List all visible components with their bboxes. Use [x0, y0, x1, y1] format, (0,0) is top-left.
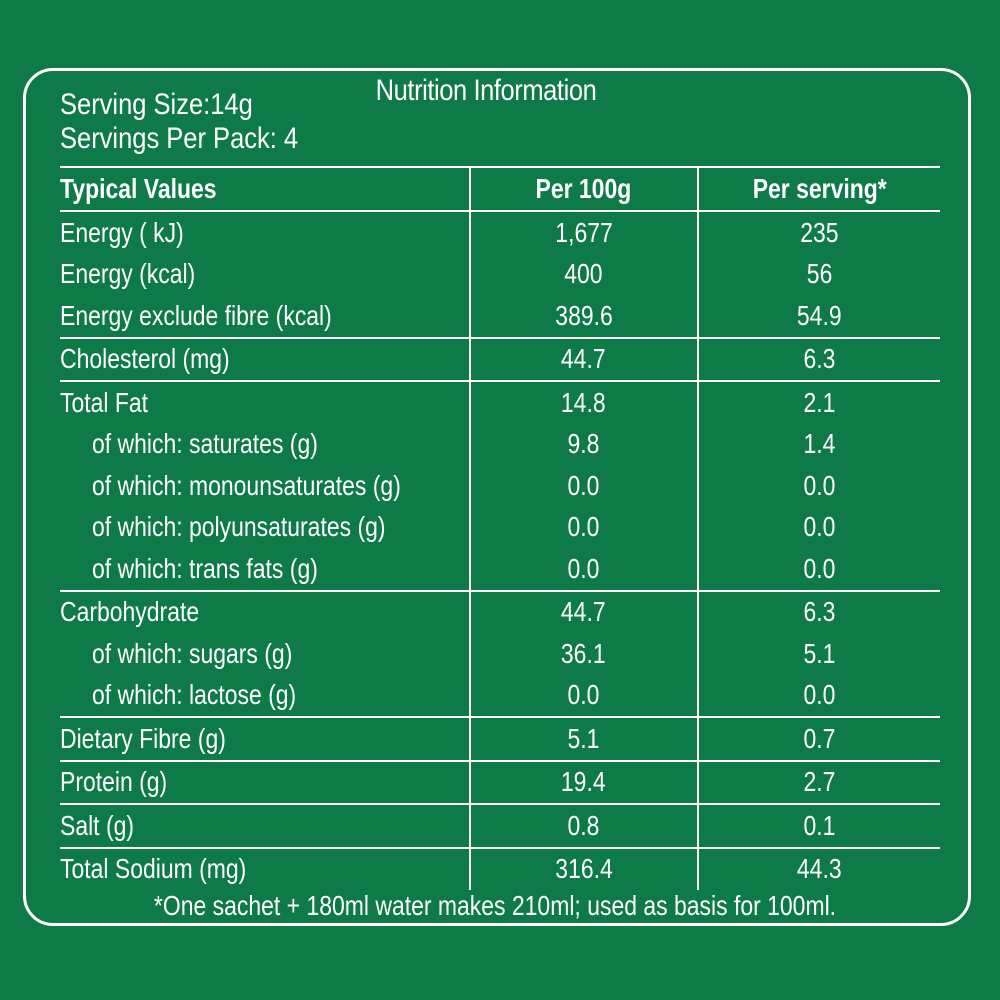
row-label: Cholesterol (mg): [60, 337, 470, 382]
header-per-serving: Per serving*: [696, 166, 940, 212]
row-per100: 0.0: [468, 506, 698, 548]
row-serving: 0.0: [696, 506, 940, 548]
row-label: Protein (g): [60, 760, 470, 805]
row-serving: 56: [696, 253, 940, 295]
row-per100: 44.7: [468, 590, 698, 633]
table-row: of which: lactose (g) 0.0 0.0: [60, 674, 940, 718]
row-serving: 5.1: [696, 633, 940, 675]
row-label: Energy ( kJ): [60, 216, 184, 248]
row-serving: 0.1: [696, 804, 940, 849]
row-per100: 0.8: [468, 804, 698, 849]
row-serving: 2.7: [696, 760, 940, 805]
table-row: of which: sugars (g) 36.1 5.1: [60, 633, 940, 675]
row-serving: 0.0: [696, 465, 940, 507]
row-per100: 389.6: [468, 295, 698, 339]
nutrition-panel-border: [23, 68, 971, 926]
table-row: Salt (g) 0.8 0.1: [60, 804, 940, 849]
table-row: of which: trans fats (g) 0.0 0.0: [60, 548, 940, 592]
row-label: Dietary Fibre (g): [60, 717, 470, 762]
row-label: of which: lactose (g): [60, 674, 470, 718]
table-row: Cholesterol (mg) 44.7 6.3: [60, 337, 940, 382]
servings-per-pack: Servings Per Pack: 4: [60, 122, 299, 155]
row-per100: 36.1: [468, 633, 698, 675]
row-serving: 54.9: [696, 295, 940, 339]
row-serving: 0.0: [696, 674, 940, 718]
row-serving: 6.3: [696, 590, 940, 633]
row-per100: 0.0: [468, 465, 698, 507]
row-label: of which: saturates (g): [92, 428, 318, 460]
row-serving: 44.3: [696, 847, 940, 890]
table-row: Total Fat 14.8 2.1: [60, 381, 940, 424]
row-per100: 0.0: [468, 548, 698, 592]
table-row: of which: monounsaturates (g) 0.0 0.0: [60, 465, 940, 507]
row-per100: 14.8: [468, 381, 698, 424]
row-label: Energy exclude fibre (kcal): [60, 295, 470, 339]
row-label: Carbohydrate: [60, 596, 200, 628]
row-per100: 5.1: [468, 717, 698, 762]
row-per100: 9.8: [468, 423, 698, 465]
footnote: *One sachet + 180ml water makes 210ml; u…: [153, 890, 837, 921]
table-row: Total Sodium (mg) 316.4 44.3: [60, 847, 940, 890]
row-serving: 0.7: [696, 717, 940, 762]
serving-size: Serving Size:14g: [60, 88, 253, 121]
table-row: Carbohydrate 44.7 6.3: [60, 590, 940, 633]
header-typical-values: Typical Values: [60, 166, 470, 212]
table-row: Protein (g) 19.4 2.7: [60, 760, 940, 805]
row-label: of which: sugars (g): [92, 637, 293, 669]
row-per100: 400: [468, 253, 698, 295]
row-label: Total Fat: [60, 386, 149, 418]
row-per100: 0.0: [468, 674, 698, 718]
row-serving: 0.0: [696, 548, 940, 592]
row-label: Salt (g): [60, 804, 470, 849]
table-row: of which: saturates (g) 9.8 1.4: [60, 423, 940, 465]
nutrition-table: Typical Values Per 100g Per serving* Ene…: [60, 166, 940, 890]
row-label: Total Sodium (mg): [60, 853, 247, 885]
table-row: Energy exclude fibre (kcal) 389.6 54.9: [60, 295, 940, 339]
row-per100: 1,677: [468, 211, 698, 254]
row-per100: 19.4: [468, 760, 698, 805]
table-row: of which: polyunsaturates (g) 0.0 0.0: [60, 506, 940, 548]
table-row: Energy (kcal) 400 56: [60, 253, 940, 295]
row-serving: 1.4: [696, 423, 940, 465]
page-title: Nutrition Information: [375, 74, 597, 107]
row-label: of which: trans fats (g): [60, 548, 470, 592]
row-serving: 6.3: [696, 337, 940, 382]
row-label: Energy (kcal): [60, 258, 196, 290]
row-label: of which: monounsaturates (g): [92, 469, 401, 501]
row-per100: 316.4: [468, 847, 698, 890]
row-serving: 2.1: [696, 381, 940, 424]
serving-info: Serving Size:14g Servings Per Pack: 4: [60, 88, 298, 156]
table-row: Energy ( kJ) 1,677 235: [60, 211, 940, 254]
table-row: Dietary Fibre (g) 5.1 0.7: [60, 717, 940, 762]
row-serving: 235: [696, 211, 940, 254]
row-label: of which: polyunsaturates (g): [92, 511, 386, 543]
table-header-row: Typical Values Per 100g Per serving*: [60, 166, 940, 212]
header-per-100g: Per 100g: [468, 166, 698, 212]
row-per100: 44.7: [468, 337, 698, 382]
